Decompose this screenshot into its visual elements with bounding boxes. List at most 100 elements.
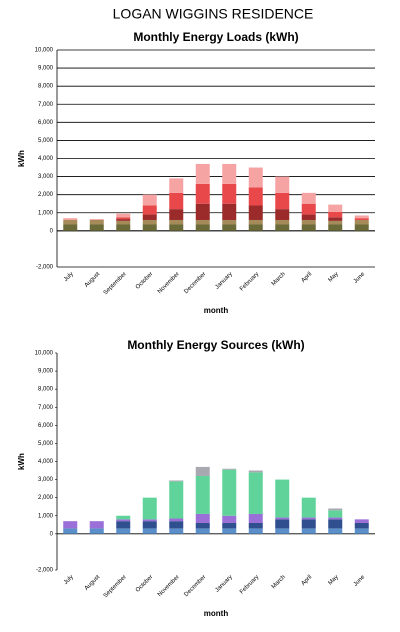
bar-segment [248,513,263,523]
bar-segment [248,205,263,220]
bar-segment [275,224,290,231]
y-tick-label: 10,000 [35,48,54,54]
bar-segment [275,528,290,534]
x-tick-label: January [214,271,233,290]
bar-segment [169,528,184,534]
y-tick-label: 2,000 [38,192,54,198]
bar-segment [195,475,210,514]
x-tick-label: April [301,271,314,284]
x-tick-label: April [301,574,314,587]
x-tick-label: November [157,574,181,598]
bar-segment [222,183,237,204]
x-tick-label: November [157,271,181,295]
bar-segment [195,522,210,529]
chart-title: Monthly Energy Sources (kWh) [127,338,304,352]
x-tick-label: September [103,574,128,599]
x-tick-label: January [214,574,233,593]
bar-segment [169,521,184,529]
x-tick-label: December [183,574,207,598]
bar-segment [195,163,210,184]
x-tick-label: May [328,271,340,283]
y-tick-label: 8,000 [38,84,54,90]
y-tick-label: 1,000 [38,210,54,216]
bar-segment [301,214,316,220]
x-tick-label: February [239,271,260,292]
bar-segment [142,528,157,534]
y-tick-label: 3,000 [38,174,54,180]
bar-segment [301,497,316,518]
bar-segment [354,519,369,523]
bar-segment [248,470,263,473]
bar-segment [89,224,104,231]
bar-segment [142,214,157,220]
bar-segment [275,209,290,220]
bar-segment [328,224,343,231]
bar-segment [195,528,210,534]
bar-segment [222,528,237,534]
bar-segment [89,219,104,225]
bar-segment [142,194,157,206]
bar-segment [328,220,343,225]
bar-segment [195,219,210,225]
bar-segment [116,219,131,221]
x-tick-label: August [84,574,102,592]
y-tick-label: 10,000 [35,351,54,357]
y-tick-label: 7,000 [38,405,54,411]
bar-segment [169,178,184,193]
y-tick-label: 9,000 [38,369,54,375]
bar-segment [248,224,263,231]
bar-segment [328,217,343,221]
bar-segment [63,521,78,529]
x-axis-label: month [204,609,229,618]
bar-segment [142,519,157,522]
bar-segment [354,219,369,225]
y-tick-label: 9,000 [38,66,54,72]
bar-segment [301,219,316,225]
bar-segment [63,218,78,220]
y-tick-label: 5,000 [38,441,54,447]
bar-segment [354,224,369,231]
bar-segment [169,224,184,231]
bar-segment [354,215,369,219]
bar-segment [354,528,369,534]
bar-segment [354,218,369,220]
y-tick-label: 4,000 [38,459,54,465]
bar-segment [169,209,184,220]
bar-segment [116,220,131,225]
bar-segment [195,466,210,476]
y-tick-label: 4,000 [38,156,54,162]
y-tick-label: 6,000 [38,120,54,126]
bar-segment [89,219,104,220]
bar-segment [275,479,290,518]
bar-segment [248,528,263,534]
bar-segment [169,518,184,522]
bar-segment [222,468,237,470]
bar-segment [248,167,263,188]
bar-segment [328,211,343,218]
bar-segment [116,217,131,220]
y-tick-label: -2,000 [36,568,54,574]
bar-segment [222,469,237,516]
bar-segment [195,183,210,204]
x-tick-label: June [353,574,367,588]
y-tick-label: 6,000 [38,423,54,429]
bar-segment [142,205,157,215]
bar-segment [116,519,131,522]
bar-segment [116,528,131,534]
y-tick-label: 2,000 [38,495,54,501]
bar-segment [169,192,184,210]
bar-segment [222,219,237,225]
x-tick-label: June [353,271,367,285]
bar-segment [328,517,343,520]
y-tick-label: 5,000 [38,138,54,144]
bar-segment [222,203,237,220]
bar-segment [248,472,263,514]
y-axis-label: kWh [17,150,26,167]
bar-segment [63,224,78,231]
bar-segment [89,521,104,529]
x-tick-label: December [183,271,207,295]
bar-segment [275,519,290,529]
x-tick-label: July [63,574,75,586]
x-axis-label: month [204,306,229,315]
bar-segment [195,513,210,523]
